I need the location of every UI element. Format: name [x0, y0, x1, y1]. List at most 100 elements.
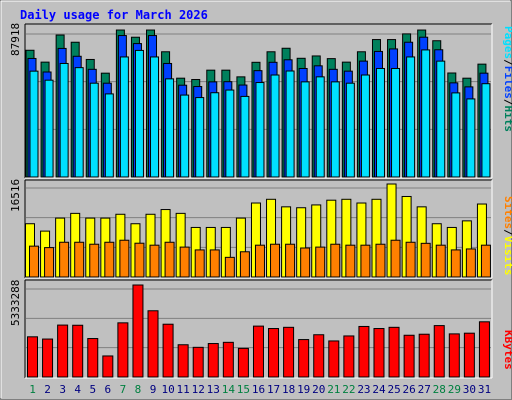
bar-kbytes-day-29: [448, 333, 460, 378]
bar-sites-day-11: [179, 246, 190, 278]
bar-sites-day-29: [450, 249, 461, 278]
legend-middle: Sites/Visits: [502, 196, 512, 276]
bar-kbytes-day-11: [177, 344, 189, 378]
bar-sites-day-5: [89, 243, 100, 278]
bar-kbytes-day-4: [72, 324, 84, 378]
bar-kbytes-day-17: [268, 328, 280, 378]
bar-sites-day-8: [134, 242, 145, 278]
bar-sites-day-7: [119, 239, 130, 278]
x-tick-label-12: 12: [192, 383, 205, 396]
y-axis-label-middle: 16516: [9, 179, 22, 212]
bar-kbytes-day-14: [222, 341, 234, 378]
bar-pages-day-10: [165, 78, 175, 178]
bar-sites-day-28: [435, 244, 446, 278]
x-tick-label-20: 20: [312, 383, 325, 396]
x-tick-label-24: 24: [372, 383, 386, 396]
bar-sites-day-6: [104, 241, 115, 278]
bar-pages-day-15: [240, 95, 250, 178]
bar-sites-day-4: [74, 241, 85, 278]
bar-kbytes-day-28: [433, 325, 445, 378]
x-tick-label-4: 4: [74, 383, 81, 396]
x-tick-label-21: 21: [327, 383, 340, 396]
bar-kbytes-day-12: [192, 346, 204, 378]
legend-bottom: KBytes: [502, 330, 512, 370]
bar-pages-day-24: [375, 67, 385, 178]
bar-sites-day-2: [44, 247, 55, 278]
bar-sites-day-10: [164, 241, 175, 278]
legend-top: Pages/Files/Hits: [502, 26, 512, 132]
x-tick-label-11: 11: [177, 383, 190, 396]
bar-sites-day-30: [465, 248, 476, 278]
legend-top-part-0: Pages: [502, 26, 512, 59]
x-tick-label-5: 5: [89, 383, 96, 396]
bar-pages-day-27: [421, 49, 431, 178]
bar-pages-day-8: [134, 49, 144, 178]
bar-sites-day-18: [285, 243, 296, 278]
bar-pages-day-18: [285, 70, 295, 178]
bar-sites-day-19: [300, 247, 311, 278]
bar-kbytes-day-2: [42, 338, 54, 378]
bar-kbytes-day-5: [87, 338, 99, 378]
bar-pages-day-28: [436, 60, 446, 178]
legend-top-part-1: /: [502, 59, 512, 66]
bar-kbytes-day-22: [343, 335, 355, 378]
bar-sites-day-21: [330, 243, 341, 278]
bar-pages-day-11: [180, 94, 190, 178]
bar-sites-day-22: [345, 244, 356, 278]
bar-sites-day-27: [420, 242, 431, 278]
bar-pages-day-4: [74, 67, 84, 178]
bar-kbytes-day-25: [388, 326, 400, 378]
x-tick-label-9: 9: [150, 383, 157, 396]
legend-mid-part-2: Visits: [502, 236, 512, 276]
x-tick-label-6: 6: [105, 383, 112, 396]
bar-kbytes-day-15: [237, 347, 249, 378]
chart-title: Daily usage for March 2026: [20, 8, 208, 22]
legend-bot-part-0: KBytes: [502, 330, 512, 370]
panel-kbytes: [24, 279, 493, 379]
bar-kbytes-day-18: [283, 326, 295, 378]
bar-pages-day-16: [255, 82, 265, 178]
x-axis-day-labels: 1 2 3 4 5 6 7 8 9 10 11 12 13 14 15 16 17 18 19 20 21 22 23 24 2…: [29, 383, 491, 396]
bar-pages-day-7: [119, 56, 129, 178]
x-tick-label-7: 7: [120, 383, 127, 396]
legend-mid-part-1: /: [502, 229, 512, 236]
bar-pages-day-19: [300, 81, 310, 178]
legend-mid-part-0: Sites: [502, 196, 512, 229]
bar-sites-day-9: [149, 244, 160, 278]
bar-sites-day-26: [405, 241, 416, 278]
x-tick-label-10: 10: [161, 383, 174, 396]
x-tick-label-3: 3: [59, 383, 66, 396]
bar-pages-day-1: [29, 70, 39, 178]
bar-sites-day-17: [270, 243, 281, 278]
bar-kbytes-day-9: [147, 310, 159, 378]
bar-pages-day-13: [210, 92, 220, 178]
legend-bot-text: KBytes: [502, 330, 512, 370]
x-tick-label-26: 26: [403, 383, 416, 396]
bar-sites-day-23: [360, 244, 371, 278]
x-tick-label-27: 27: [418, 383, 431, 396]
bar-pages-day-20: [315, 76, 325, 178]
x-tick-label-30: 30: [463, 383, 476, 396]
bar-kbytes-day-3: [57, 324, 69, 378]
bar-kbytes-day-6: [102, 355, 114, 378]
x-tick-label-18: 18: [282, 383, 295, 396]
x-tick-label-28: 28: [433, 383, 446, 396]
bar-kbytes-day-30: [463, 332, 475, 378]
bar-kbytes-day-16: [252, 325, 264, 378]
bar-pages-day-25: [391, 67, 401, 178]
bar-kbytes-day-7: [117, 322, 129, 378]
legend-top-part-3: /: [502, 99, 512, 106]
bar-sites-day-13: [209, 249, 220, 278]
bar-kbytes-day-27: [418, 333, 430, 378]
bar-sites-day-12: [194, 249, 205, 278]
x-tick-label-15: 15: [237, 383, 250, 396]
bar-sites-day-1: [29, 245, 39, 278]
legend-top-part-4: Hits: [502, 106, 512, 133]
bar-pages-day-22: [345, 82, 355, 178]
bar-pages-day-31: [481, 83, 491, 178]
x-tick-label-14: 14: [222, 383, 236, 396]
bar-kbytes-day-26: [403, 334, 415, 378]
bar-sites-day-3: [59, 241, 70, 278]
bar-sites-day-15: [239, 251, 250, 278]
